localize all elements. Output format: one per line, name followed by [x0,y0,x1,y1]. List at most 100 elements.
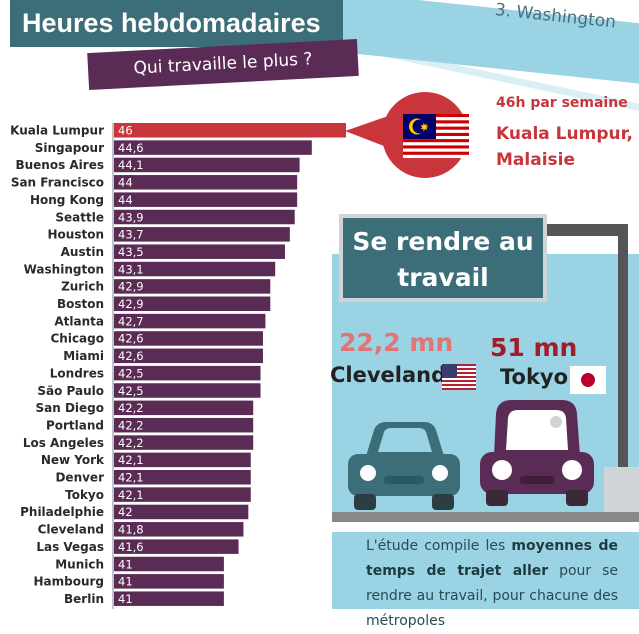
value-label: 42 [118,505,133,519]
bar [114,574,224,589]
city-b-commute-value: 51 mn [490,333,578,362]
value-label: 41 [118,592,133,606]
page-title: Heures hebdomadaires [10,0,343,47]
bar [114,348,263,364]
value-label: 42,7 [118,314,144,328]
value-label: 42,9 [118,280,144,294]
value-label: 43,7 [118,228,144,242]
value-label: 42,6 [118,349,144,363]
category-label: Denver [55,471,104,485]
bar [114,140,312,155]
bar [114,417,254,433]
bar [114,522,244,537]
category-label: Portland [46,418,104,432]
value-label: 41 [118,575,133,589]
value-label: 42,2 [118,436,144,450]
category-label: Hong Kong [30,193,104,207]
japan-flag-icon [570,366,606,394]
bar [114,157,300,173]
category-label: Hambourg [33,575,104,589]
category-label: Singapour [35,141,104,155]
value-label: 42,6 [118,332,144,346]
bar [114,244,285,259]
value-label: 44 [118,176,133,190]
commute-title: Se rendre au travail [339,214,547,302]
category-label: New York [41,453,105,467]
bar [114,313,266,329]
bar [114,539,239,554]
value-label: 41,8 [118,523,144,537]
category-label: Chicago [50,332,104,346]
bar [114,331,263,346]
commute-description: L'étude compile les moyennes de temps de… [366,538,619,629]
category-label: Tokyo [65,488,104,502]
value-label: 42,1 [118,471,144,485]
value-label: 43,1 [118,262,144,276]
value-label: 41,6 [118,540,144,554]
category-label: San Diego [35,401,104,415]
value-label: 44,1 [118,158,144,172]
category-label: Atlanta [54,314,104,328]
bar-chart: Kuala Lumpur 46 Singapour 44,6 Buenos Aires 4… [10,123,346,609]
value-label: 42,1 [118,453,144,467]
bar [114,192,298,207]
value-label: 42,5 [118,384,144,398]
category-label: Los Angeles [23,436,104,450]
bar [114,435,254,450]
category-label: Buenos Aires [15,158,104,172]
bar [114,261,276,277]
category-label: Houston [48,228,105,242]
category-label: Zurich [61,280,104,294]
bar [114,175,298,190]
sign-pole-arm [547,224,627,236]
category-label: Kuala Lumpur [10,124,104,138]
malaysia-flag-icon [403,114,469,158]
bar [114,123,346,138]
road [332,512,639,522]
value-label: 44 [118,193,133,207]
bar [114,591,224,606]
callout-hours: 46h par semaine [496,95,628,111]
value-label: 44,6 [118,141,144,155]
bar [114,504,249,520]
bar [114,400,254,416]
value-label: 42,5 [118,366,144,380]
category-label: Washington [24,262,104,276]
category-label: Seattle [55,210,104,224]
bar [114,452,251,468]
value-label: 43,5 [118,245,144,259]
category-label: Cleveland [38,523,104,537]
bar [114,470,251,485]
value-label: 46 [118,124,133,138]
callout-bubble [345,92,469,178]
category-label: Munich [55,557,104,571]
usa-flag-icon [442,364,476,390]
value-label: 42,9 [118,297,144,311]
category-label: San Francisco [11,176,104,190]
city-a-commute-value: 22,2 mn [339,328,454,357]
bar [114,209,295,225]
city-a-name: Cleveland [330,363,447,387]
bar [114,296,271,311]
value-label: 42,2 [118,418,144,432]
category-label: Austin [61,245,104,259]
city-b-name: Tokyo [500,365,569,389]
value-label: 43,9 [118,210,144,224]
bar [114,365,261,381]
bar [114,279,271,294]
value-label: 42,1 [118,488,144,502]
sign-pole [618,224,628,474]
callout-city: Kuala Lumpur, Malaisie [496,124,633,170]
bar [114,487,251,502]
category-label: São Paulo [37,384,104,398]
bar [114,383,261,398]
panel-divider [332,522,639,532]
value-label: 41 [118,557,133,571]
sign-pole-base [604,467,639,517]
category-label: Miami [63,349,104,363]
category-label: Philadelphie [20,505,104,519]
category-label: Berlin [64,592,104,606]
category-label: Londres [50,366,104,380]
bar [114,556,224,572]
car-icon [480,400,594,506]
